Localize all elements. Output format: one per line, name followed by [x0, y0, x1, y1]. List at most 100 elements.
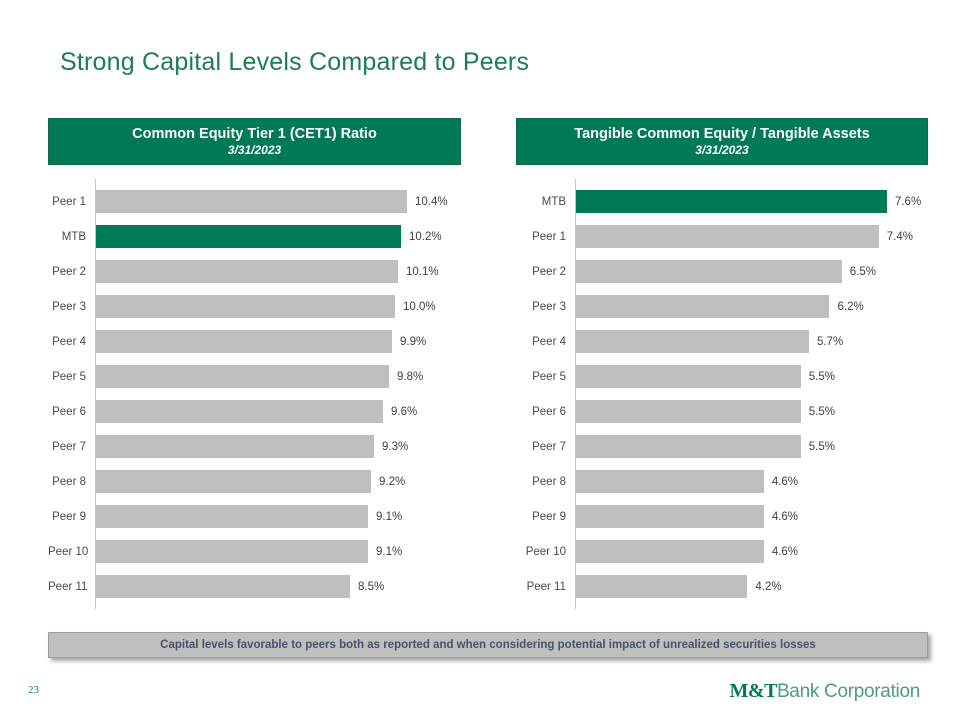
bar-area: 10.0%	[95, 295, 461, 318]
category-label: Peer 8	[52, 475, 86, 488]
bar-area: 10.2%	[95, 225, 461, 248]
bar-value-label: 9.8%	[396, 370, 424, 383]
category-label: Peer 1	[52, 195, 86, 208]
page-number: 23	[28, 684, 39, 696]
bar	[575, 470, 764, 493]
bar-area: 5.5%	[575, 400, 928, 423]
bar-value-label: 9.6%	[391, 405, 418, 418]
bar-chart-tce: MTB 7.6% Peer 1 7.4% Peer 2 6.5% Peer 3 6.2% Pee…	[516, 179, 928, 609]
bar	[95, 330, 392, 353]
category-label: Peer 5	[532, 370, 566, 383]
bar-area: 5.5%	[575, 435, 928, 458]
category-label: Peer 7	[532, 440, 566, 453]
chart-header-tce: Tangible Common Equity / Tangible Assets…	[516, 118, 928, 165]
logo-mt-text: M&T	[729, 680, 778, 702]
bar	[95, 540, 368, 563]
bar-value-label: 9.1%	[376, 510, 403, 523]
bar-area: 8.5%	[95, 575, 461, 598]
category-label: Peer 11	[48, 580, 88, 593]
bar	[575, 225, 879, 248]
bar-area: 5.5%	[575, 365, 928, 388]
bar-row: Peer 5 9.8%	[48, 359, 461, 394]
bar	[95, 225, 401, 248]
bar-value-label: 5.5%	[808, 405, 835, 418]
bar	[95, 190, 407, 213]
bar-value-label: 10.0%	[403, 300, 436, 313]
bar-row: Peer 1 7.4%	[516, 219, 928, 254]
bar-area: 9.6%	[95, 400, 461, 423]
bar-value-label: 4.6%	[771, 545, 799, 558]
bar-value-label: 10.2%	[409, 230, 442, 243]
bar	[575, 505, 764, 528]
category-label: Peer 6	[532, 405, 566, 418]
bar-row: Peer 10 4.6%	[516, 534, 928, 569]
bar	[575, 295, 830, 318]
bar	[95, 435, 374, 458]
bar-area: 9.1%	[95, 540, 461, 563]
bar-row: Peer 4 9.9%	[48, 324, 461, 359]
bar-row: MTB 7.6%	[516, 184, 928, 219]
bar-area: 5.7%	[575, 330, 928, 353]
bar-value-label: 6.5%	[849, 265, 877, 278]
category-label: Peer 2	[52, 265, 86, 278]
bar-area: 6.5%	[575, 260, 928, 283]
category-label: Peer 2	[532, 265, 566, 278]
bar-row: Peer 9 9.1%	[48, 499, 461, 534]
slide-title: Strong Capital Levels Compared to Peers	[60, 48, 530, 76]
bar	[575, 435, 801, 458]
bar	[95, 365, 389, 388]
bar-row: Peer 4 5.7%	[516, 324, 928, 359]
bar-area: 9.2%	[95, 470, 461, 493]
chart-subtitle: 3/31/2023	[227, 143, 282, 158]
bar	[575, 330, 809, 353]
category-label: Peer 7	[52, 440, 86, 453]
bar	[575, 190, 887, 213]
logo-rest-text: Bank Corporation	[776, 681, 920, 702]
bar-row: Peer 9 4.6%	[516, 499, 928, 534]
bar-area: 9.3%	[95, 435, 461, 458]
bar-value-label: 9.9%	[399, 335, 427, 348]
category-label: Peer 9	[532, 510, 566, 523]
bar	[95, 400, 383, 423]
footer-banner: Capital levels favorable to peers both a…	[48, 632, 928, 658]
bar-row: Peer 2 6.5%	[516, 254, 928, 289]
bar-value-label: 10.1%	[406, 265, 439, 278]
category-label: MTB	[61, 230, 86, 243]
bar	[95, 505, 368, 528]
bar-row: Peer 8 9.2%	[48, 464, 461, 499]
bar	[575, 400, 801, 423]
category-label: Peer 3	[532, 300, 566, 313]
mt-bank-logo: M&TBank Corporation	[729, 680, 921, 703]
bar-row: Peer 1 10.4%	[48, 184, 461, 219]
bar	[95, 470, 371, 493]
bar-row: Peer 8 4.6%	[516, 464, 928, 499]
footer-banner-text: Capital levels favorable to peers both a…	[160, 639, 816, 651]
bar-value-label: 8.5%	[358, 580, 385, 593]
bar-value-label: 5.7%	[816, 335, 844, 348]
bar-value-label: 4.2%	[755, 580, 782, 593]
bar-area: 7.6%	[575, 190, 928, 213]
category-label: Peer 3	[52, 300, 86, 313]
bar-value-label: 7.4%	[886, 230, 913, 243]
bar-value-label: 9.3%	[382, 440, 409, 453]
bar	[575, 365, 801, 388]
bar-value-label: 7.6%	[894, 195, 922, 208]
bar-area: 9.1%	[95, 505, 461, 528]
bar	[95, 260, 398, 283]
bar-area: 10.1%	[95, 260, 461, 283]
chart-subtitle: 3/31/2023	[695, 143, 749, 158]
bar-area: 4.6%	[575, 470, 928, 493]
bar-row: Peer 11 8.5%	[48, 569, 461, 604]
bar-chart-cet1: Peer 1 10.4% MTB 10.2% Peer 2 10.1% Peer 3 10.0…	[48, 179, 461, 609]
bar-value-label: 5.5%	[808, 440, 835, 453]
bar-area: 6.2%	[575, 295, 928, 318]
bar	[575, 540, 764, 563]
bar-row: Peer 3 6.2%	[516, 289, 928, 324]
category-label: Peer 8	[532, 475, 566, 488]
category-label: Peer 6	[52, 405, 86, 418]
bar-area: 10.4%	[95, 190, 461, 213]
bar-value-label: 10.4%	[415, 195, 448, 208]
bar-row: Peer 6 9.6%	[48, 394, 461, 429]
bar-row: Peer 5 5.5%	[516, 359, 928, 394]
